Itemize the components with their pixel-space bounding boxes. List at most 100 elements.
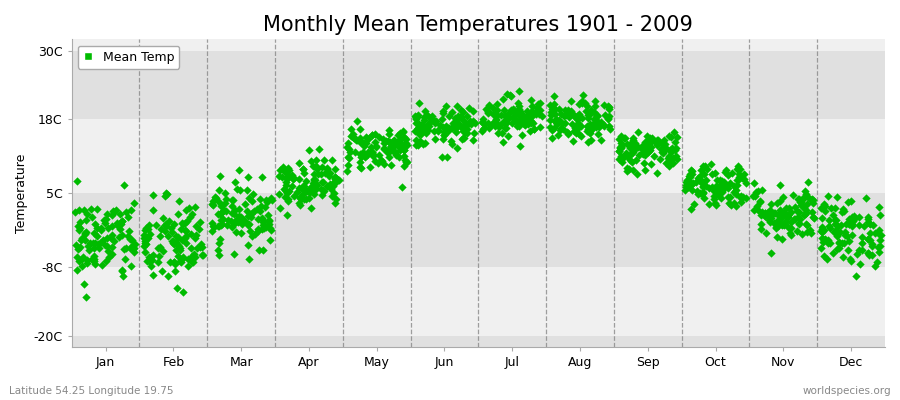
Point xyxy=(759,230,773,236)
Point xyxy=(158,222,172,228)
Point xyxy=(847,215,861,222)
Point xyxy=(514,112,528,119)
Point xyxy=(570,116,584,122)
Point xyxy=(793,216,807,222)
Point xyxy=(400,158,414,165)
Point xyxy=(86,229,101,236)
Point xyxy=(592,124,607,130)
Point xyxy=(285,176,300,182)
Point xyxy=(171,253,185,260)
Point xyxy=(79,217,94,223)
Point xyxy=(397,146,411,153)
Point xyxy=(510,123,525,130)
Point xyxy=(455,135,470,142)
Point xyxy=(350,136,365,143)
Point xyxy=(79,294,94,300)
Point xyxy=(311,146,326,152)
Point xyxy=(512,88,526,94)
Point xyxy=(850,251,864,257)
Point xyxy=(475,128,490,134)
Point xyxy=(414,131,428,137)
Point xyxy=(189,223,203,230)
Point xyxy=(814,245,828,252)
Point xyxy=(293,196,308,202)
Point xyxy=(790,214,805,220)
Point xyxy=(377,140,392,146)
Point xyxy=(353,126,367,132)
Point xyxy=(282,172,296,179)
Point xyxy=(670,134,684,140)
Point xyxy=(708,199,723,206)
Point xyxy=(143,231,157,237)
Point xyxy=(836,254,850,260)
Point xyxy=(175,237,189,243)
Point xyxy=(728,187,742,193)
Point xyxy=(281,196,295,202)
Point xyxy=(614,140,628,146)
Point xyxy=(238,218,252,224)
Point xyxy=(420,121,435,128)
Point xyxy=(642,136,656,142)
Point xyxy=(689,179,704,185)
Point xyxy=(368,139,382,146)
Point xyxy=(110,220,124,226)
Point xyxy=(580,126,595,132)
Text: worldspecies.org: worldspecies.org xyxy=(803,386,891,396)
Point xyxy=(235,221,249,227)
Point xyxy=(698,163,713,169)
Point xyxy=(552,116,566,123)
Point xyxy=(668,139,682,146)
Point xyxy=(459,121,473,127)
Point xyxy=(279,178,293,185)
Point xyxy=(87,261,102,268)
Point xyxy=(216,216,230,222)
Point xyxy=(121,233,135,239)
Point xyxy=(492,124,507,130)
Point xyxy=(297,183,311,190)
Point xyxy=(107,238,122,244)
Point xyxy=(409,137,423,144)
Point xyxy=(763,215,778,222)
Point xyxy=(138,240,152,246)
Point xyxy=(581,114,596,121)
Point xyxy=(386,146,400,153)
Point xyxy=(450,113,464,120)
Point xyxy=(184,211,199,217)
Point xyxy=(644,134,659,141)
Point xyxy=(185,253,200,259)
Point xyxy=(489,120,503,126)
Point xyxy=(861,236,876,242)
Point xyxy=(716,185,730,192)
Point xyxy=(482,108,496,115)
Point xyxy=(256,217,271,224)
Point xyxy=(640,148,654,154)
Point xyxy=(496,118,510,125)
Point xyxy=(842,256,857,262)
Point xyxy=(841,247,855,254)
Point xyxy=(544,112,558,118)
Point xyxy=(306,177,320,184)
Point xyxy=(614,132,628,139)
Point xyxy=(581,129,596,136)
Point xyxy=(437,132,452,138)
Point xyxy=(272,190,286,197)
Point xyxy=(157,215,171,222)
Point xyxy=(626,159,640,166)
Point xyxy=(872,203,886,210)
Point xyxy=(437,129,452,135)
Point xyxy=(498,125,512,132)
Point xyxy=(865,240,879,247)
Point xyxy=(679,182,693,188)
Point xyxy=(159,222,174,229)
Point xyxy=(242,195,256,201)
Point xyxy=(692,178,706,184)
Point xyxy=(620,152,634,159)
Point xyxy=(285,183,300,190)
Point xyxy=(780,212,795,218)
Point xyxy=(302,146,316,153)
Point xyxy=(518,122,533,128)
Point xyxy=(115,232,130,238)
Point xyxy=(392,130,407,136)
Point xyxy=(76,207,91,214)
Point xyxy=(837,208,851,214)
